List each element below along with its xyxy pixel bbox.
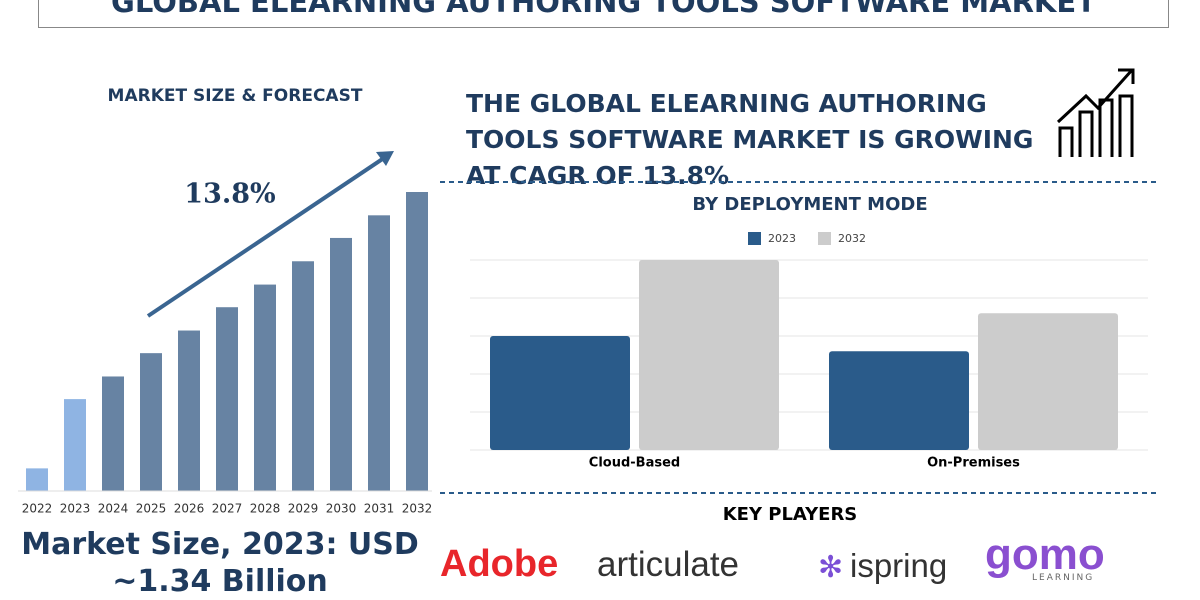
market-size-line: ~1.34 Billion — [112, 564, 328, 599]
logo: ispring — [850, 547, 948, 584]
chart-title: BY DEPLOYMENT MODE — [692, 194, 927, 215]
bar — [178, 330, 200, 491]
annotation: 13.8% — [184, 179, 275, 210]
trend-arrowhead — [376, 151, 394, 166]
x-tick-label: Cloud-Based — [589, 456, 680, 471]
title-box — [38, 0, 1169, 28]
page-title: GLOBAL ELEARNING AUTHORING TOOLS SOFTWAR… — [111, 0, 1096, 19]
bar — [368, 215, 390, 491]
bar — [140, 353, 162, 491]
bar — [64, 399, 86, 491]
key-players-title: KEY PLAYERS — [722, 504, 858, 525]
x-tick-label: 2030 — [326, 502, 357, 516]
bar — [829, 351, 969, 450]
bar — [102, 376, 124, 491]
legend-label: 2023 — [768, 232, 796, 245]
x-tick-label: 2028 — [250, 502, 281, 516]
bar — [490, 336, 630, 450]
logo: Adobe — [440, 543, 559, 585]
x-tick-label: 2029 — [288, 502, 319, 516]
x-tick-label: 2022 — [22, 502, 53, 516]
market-size-line: Market Size, 2023: USD — [21, 527, 419, 562]
market-size: Market Size, 2023: USD ~1.34 Billion — [0, 526, 440, 600]
logo-sub: LEARNING — [1032, 573, 1095, 583]
legend-swatch — [748, 232, 761, 245]
bar — [216, 307, 238, 491]
bar — [292, 261, 314, 491]
bar — [639, 260, 779, 450]
headline: THE GLOBAL ELEARNING AUTHORING TOOLS SOF… — [466, 89, 1034, 190]
bar — [330, 237, 352, 491]
x-tick-label: 2023 — [60, 502, 91, 516]
bar — [406, 192, 428, 491]
trend-arrow — [146, 156, 386, 318]
bar — [978, 313, 1118, 450]
x-tick-label: 2031 — [364, 502, 395, 516]
chart-title: MARKET SIZE & FORECAST — [108, 86, 363, 106]
x-tick-label: 2025 — [136, 502, 167, 516]
x-tick-label: 2027 — [212, 502, 243, 516]
logo-icon: ✻ — [818, 550, 844, 585]
growth-icon — [1056, 68, 1135, 157]
legend-label: 2032 — [838, 232, 866, 245]
logo: gomo — [985, 530, 1105, 579]
logo: articulate — [597, 545, 740, 584]
bar — [254, 284, 276, 491]
legend-swatch — [818, 232, 831, 245]
bar — [26, 468, 48, 491]
x-tick-label: On-Premises — [927, 456, 1020, 471]
x-tick-label: 2032 — [402, 502, 433, 516]
x-tick-label: 2024 — [98, 502, 129, 516]
x-tick-label: 2026 — [174, 502, 205, 516]
